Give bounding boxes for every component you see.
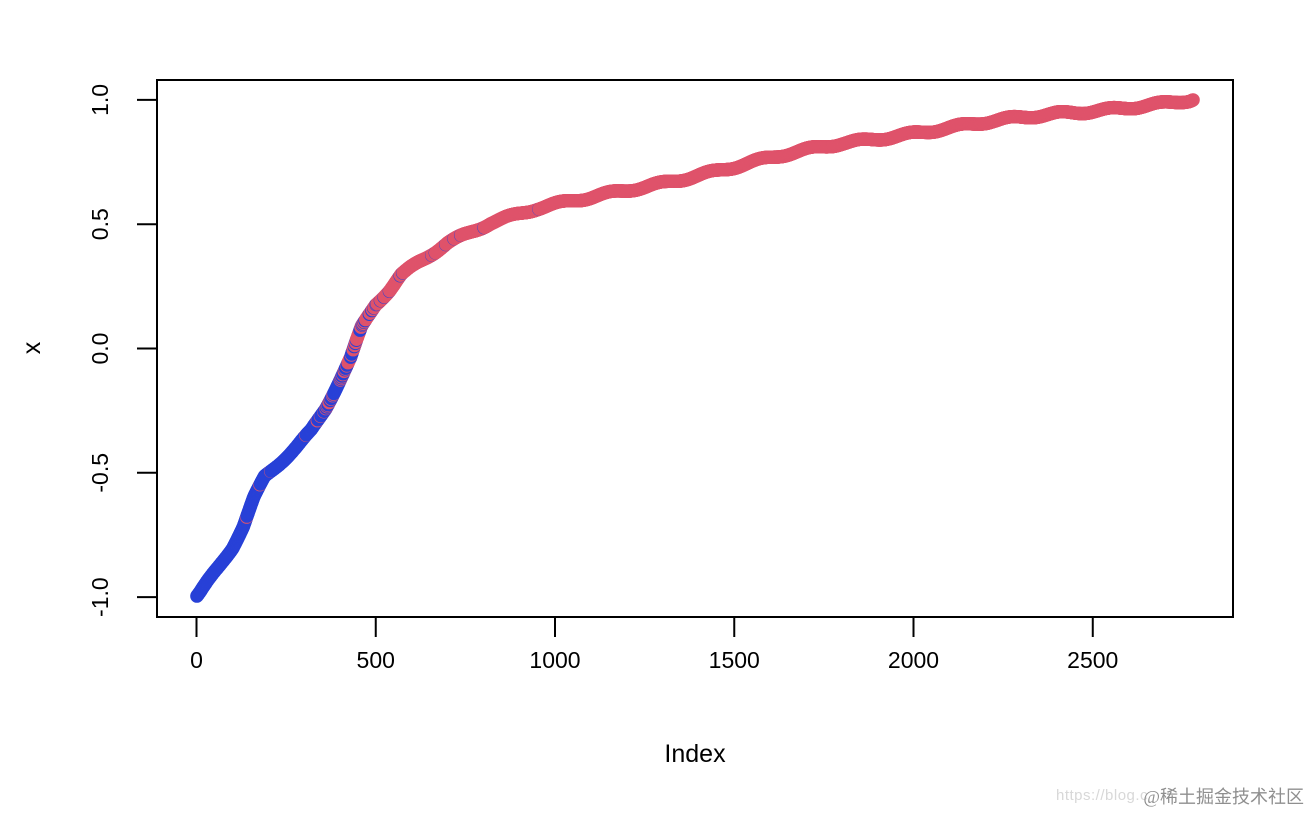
- watermark-url-text: https://blog.c: [1056, 787, 1149, 804]
- svg-text:0.5: 0.5: [87, 208, 113, 240]
- svg-text:-1.0: -1.0: [87, 577, 113, 617]
- svg-text:1000: 1000: [529, 647, 580, 673]
- svg-text:0: 0: [190, 647, 203, 673]
- svg-text:2500: 2500: [1067, 647, 1118, 673]
- svg-text:500: 500: [357, 647, 395, 673]
- svg-text:-0.5: -0.5: [87, 453, 113, 493]
- watermark-community-text: @稀土掘金技术社区: [1143, 787, 1304, 807]
- svg-text:1500: 1500: [709, 647, 760, 673]
- x-axis-title: Index: [664, 740, 726, 768]
- svg-text:2000: 2000: [888, 647, 939, 673]
- svg-text:0.0: 0.0: [87, 333, 113, 365]
- svg-text:1.0: 1.0: [87, 84, 113, 116]
- y-axis-title: x: [18, 341, 46, 355]
